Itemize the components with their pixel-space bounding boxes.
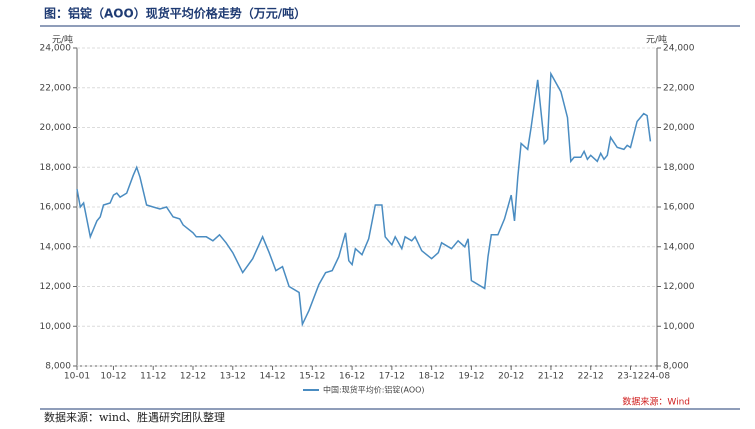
x-tick-label: 10-01 — [64, 372, 90, 382]
series-line — [76, 71, 652, 328]
source: 数据来源：Wind — [622, 396, 690, 408]
x-tick-label: 17-12 — [379, 372, 405, 382]
y-tick-label: 16,000 — [40, 203, 72, 213]
y2-tick-label: 24,000 — [663, 44, 695, 54]
y2-tick-label: 18,000 — [663, 163, 695, 173]
x-tick-label: 15-12 — [299, 372, 325, 382]
y-tick-label: 20,000 — [40, 123, 72, 133]
chart-title: 图：铝锭（AOO）现货平均价格走势（万元/吨） — [44, 6, 306, 21]
y2-tick-label: 20,000 — [663, 123, 695, 133]
x-tick-label: 11-12 — [140, 372, 166, 382]
x-tick-label: 24-08 — [644, 372, 670, 382]
x-tick-label: 14-12 — [259, 372, 285, 382]
y2-tick-label: 10,000 — [663, 322, 695, 332]
y2-tick-label: 22,000 — [663, 83, 695, 93]
footnote: 数据来源：wind、胜遇研究团队整理 — [44, 410, 225, 424]
y-tick-label: 24,000 — [40, 44, 72, 54]
x-tick-label: 22-12 — [578, 372, 604, 382]
y2-tick-label: 16,000 — [663, 203, 695, 213]
x-tick-label: 12-12 — [180, 372, 206, 382]
y-tick-label: 18,000 — [40, 163, 72, 173]
y-tick-label: 14,000 — [40, 242, 72, 252]
y-unit: 元/吨 — [52, 34, 73, 46]
y2-tick-label: 8,000 — [663, 362, 689, 372]
x-tick-label: 20-12 — [498, 372, 524, 382]
y-tick-label: 8,000 — [45, 362, 71, 372]
legend-label: 中国:现货平均价:铝锭(AOO) — [323, 385, 425, 395]
x-tick-label: 19-12 — [458, 372, 484, 382]
y-tick-label: 10,000 — [40, 322, 72, 332]
x-tick-label: 21-12 — [538, 372, 564, 382]
y2-tick-label: 14,000 — [663, 242, 695, 252]
y-tick-label: 12,000 — [40, 282, 72, 292]
y2-tick-label: 12,000 — [663, 282, 695, 292]
x-tick-label: 16-12 — [339, 372, 365, 382]
x-tick-label: 10-12 — [100, 372, 126, 382]
y-tick-label: 22,000 — [40, 83, 72, 93]
x-tick-label: 18-12 — [419, 372, 445, 382]
x-tick-label: 23-12 — [617, 372, 643, 382]
x-tick-label: 13-12 — [220, 372, 246, 382]
y2-unit: 元/吨 — [646, 34, 667, 46]
